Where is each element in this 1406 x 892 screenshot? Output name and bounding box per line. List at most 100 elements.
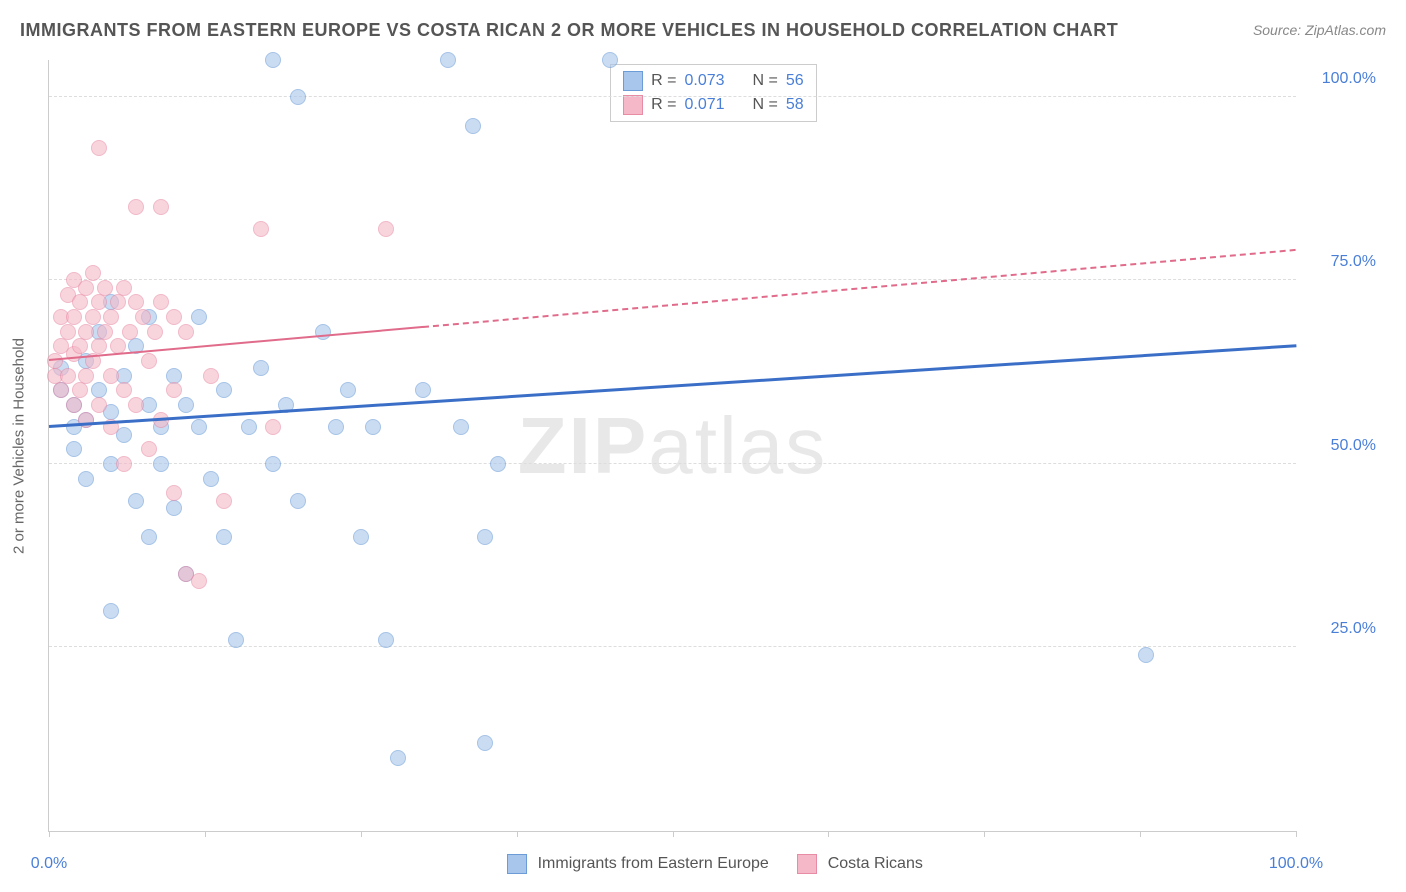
- x-tick: [984, 831, 985, 837]
- data-point: [60, 324, 76, 340]
- data-point: [116, 280, 132, 296]
- data-point: [178, 324, 194, 340]
- data-point: [216, 529, 232, 545]
- data-point: [378, 221, 394, 237]
- data-point: [203, 368, 219, 384]
- data-point: [103, 309, 119, 325]
- data-point: [153, 294, 169, 310]
- data-point: [141, 529, 157, 545]
- data-point: [78, 471, 94, 487]
- x-tick: [361, 831, 362, 837]
- gridline: [49, 463, 1296, 464]
- r-label: R =: [651, 72, 676, 90]
- data-point: [166, 485, 182, 501]
- data-point: [253, 360, 269, 376]
- data-point: [602, 52, 618, 68]
- legend-bottom: Immigrants from Eastern Europe Costa Ric…: [0, 854, 1406, 874]
- x-tick: [673, 831, 674, 837]
- data-point: [191, 419, 207, 435]
- swatch-series-1-bottom: [507, 854, 527, 874]
- data-point: [253, 221, 269, 237]
- n-value-2: 58: [786, 96, 804, 114]
- data-point: [166, 309, 182, 325]
- n-label: N =: [753, 72, 778, 90]
- source-attribution: Source: ZipAtlas.com: [1253, 22, 1386, 38]
- data-point: [477, 735, 493, 751]
- data-point: [66, 441, 82, 457]
- data-point: [203, 471, 219, 487]
- data-point: [128, 199, 144, 215]
- x-tick: [49, 831, 50, 837]
- data-point: [166, 382, 182, 398]
- data-point: [315, 324, 331, 340]
- data-point: [47, 353, 63, 369]
- data-point: [328, 419, 344, 435]
- data-point: [135, 309, 151, 325]
- data-point: [191, 573, 207, 589]
- data-point: [477, 529, 493, 545]
- y-axis-label: 2 or more Vehicles in Household: [11, 338, 28, 554]
- data-point: [216, 382, 232, 398]
- data-point: [78, 280, 94, 296]
- data-point: [265, 52, 281, 68]
- legend-label-2: Costa Ricans: [828, 855, 923, 872]
- data-point: [128, 294, 144, 310]
- data-point: [440, 52, 456, 68]
- data-point: [191, 309, 207, 325]
- data-point: [72, 294, 88, 310]
- data-point: [103, 368, 119, 384]
- data-point: [128, 397, 144, 413]
- legend-stats: R = 0.073 N = 56 R = 0.071 N = 58: [610, 64, 817, 122]
- data-point: [390, 750, 406, 766]
- data-point: [141, 441, 157, 457]
- data-point: [91, 140, 107, 156]
- data-point: [122, 324, 138, 340]
- data-point: [228, 632, 244, 648]
- x-tick: [1296, 831, 1297, 837]
- data-point: [353, 529, 369, 545]
- scatter-chart: 2 or more Vehicles in Household ZIPatlas…: [48, 60, 1296, 832]
- data-point: [60, 368, 76, 384]
- data-point: [91, 397, 107, 413]
- y-tick-label: 75.0%: [1306, 253, 1376, 271]
- r-value-1: 0.073: [684, 72, 724, 90]
- data-point: [53, 382, 69, 398]
- gridline: [49, 96, 1296, 97]
- data-point: [216, 493, 232, 509]
- trend-line: [423, 249, 1296, 328]
- data-point: [128, 493, 144, 509]
- data-point: [365, 419, 381, 435]
- data-point: [453, 419, 469, 435]
- n-label: N =: [753, 96, 778, 114]
- data-point: [153, 456, 169, 472]
- y-tick-label: 100.0%: [1306, 70, 1376, 88]
- data-point: [91, 294, 107, 310]
- data-point: [72, 338, 88, 354]
- data-point: [340, 382, 356, 398]
- chart-title: IMMIGRANTS FROM EASTERN EUROPE VS COSTA …: [20, 20, 1118, 41]
- data-point: [166, 500, 182, 516]
- data-point: [85, 309, 101, 325]
- x-tick: [205, 831, 206, 837]
- data-point: [265, 456, 281, 472]
- r-label: R =: [651, 96, 676, 114]
- data-point: [66, 309, 82, 325]
- x-tick: [1140, 831, 1141, 837]
- data-point: [178, 397, 194, 413]
- x-tick: [517, 831, 518, 837]
- data-point: [147, 324, 163, 340]
- data-point: [66, 397, 82, 413]
- legend-label-1: Immigrants from Eastern Europe: [538, 855, 769, 872]
- data-point: [72, 382, 88, 398]
- data-point: [166, 368, 182, 384]
- data-point: [290, 89, 306, 105]
- y-tick-label: 25.0%: [1306, 620, 1376, 638]
- swatch-series-1: [623, 71, 643, 91]
- y-tick-label: 50.0%: [1306, 437, 1376, 455]
- data-point: [78, 368, 94, 384]
- data-point: [415, 382, 431, 398]
- data-point: [91, 338, 107, 354]
- data-point: [465, 118, 481, 134]
- data-point: [1138, 647, 1154, 663]
- data-point: [241, 419, 257, 435]
